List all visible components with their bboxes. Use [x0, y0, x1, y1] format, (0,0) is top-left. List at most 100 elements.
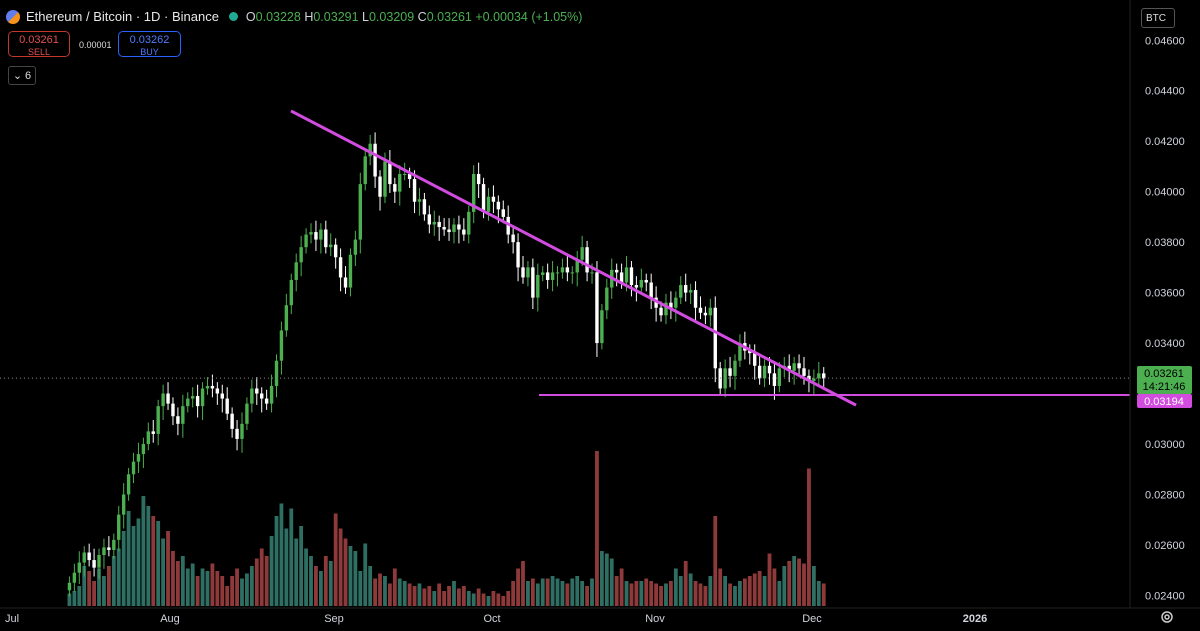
candle-body	[472, 174, 476, 212]
volume-bar	[314, 566, 318, 606]
volume-bar	[249, 566, 254, 606]
volume-bar	[348, 546, 353, 606]
buy-price: 0.03262	[129, 34, 170, 46]
candle-body	[467, 211, 471, 235]
volume-bar	[373, 578, 377, 606]
candle-body	[269, 385, 274, 404]
candle-body	[407, 174, 412, 180]
volume-bar	[146, 506, 151, 606]
candle-body	[294, 262, 298, 280]
currency-selector[interactable]: BTC	[1141, 8, 1175, 28]
volume-bar	[151, 516, 156, 606]
candle-body	[713, 307, 717, 369]
candle-body	[151, 431, 155, 434]
y-tick-label: 0.04200	[1145, 136, 1185, 148]
candle-body	[260, 393, 264, 399]
candle-body	[619, 272, 624, 283]
volume-bar	[333, 513, 338, 606]
candle-body	[417, 199, 422, 202]
volume-bar	[570, 578, 575, 606]
candle-body	[432, 221, 436, 225]
volume-bar	[624, 581, 629, 606]
volume-bar	[629, 583, 634, 606]
volume-bar	[609, 558, 614, 606]
volume-bar	[565, 583, 570, 606]
candle-body	[383, 161, 387, 197]
candle-body	[738, 343, 742, 361]
sell-button[interactable]: 0.03261 SELL	[8, 31, 70, 57]
volume-bar	[452, 581, 456, 606]
x-tick-label: Dec	[802, 613, 822, 625]
x-tick-label: Nov	[645, 613, 665, 625]
candle-body	[333, 244, 338, 258]
candle-body	[215, 388, 220, 394]
buy-button[interactable]: 0.03262 BUY	[118, 31, 181, 57]
volume-bar	[318, 571, 323, 606]
candle-body	[545, 272, 550, 280]
volume-bar	[106, 566, 111, 606]
volume-bar	[417, 583, 422, 606]
candle-body	[674, 297, 678, 308]
volume-bar	[269, 536, 274, 606]
volume-bar	[392, 568, 397, 606]
indicators-toggle[interactable]: ⌄ 6	[8, 66, 36, 85]
volume-bar	[614, 576, 619, 606]
y-tick-label: 0.02600	[1145, 540, 1185, 552]
candle-body	[580, 247, 584, 260]
volume-bar	[92, 581, 96, 606]
volume-bar	[530, 578, 535, 606]
volume-bar	[72, 591, 77, 606]
candle-body	[324, 229, 328, 248]
candle-body	[792, 363, 796, 371]
candle-body	[496, 201, 501, 210]
volume-bar	[185, 568, 190, 606]
volume-bar	[220, 576, 225, 606]
volume-bar	[461, 586, 466, 606]
volume-bar	[466, 591, 471, 606]
candle-body	[516, 242, 520, 268]
candle-body	[314, 232, 318, 240]
candle-body	[629, 267, 634, 286]
candle-body	[511, 234, 515, 243]
volume-bar	[683, 561, 688, 606]
candle-body	[560, 267, 565, 273]
candle-body	[72, 572, 77, 583]
candle-body	[644, 279, 648, 283]
volume-bar	[733, 586, 737, 606]
volume-bar	[511, 581, 516, 606]
volume-bar	[457, 588, 461, 606]
volume-bar	[407, 583, 412, 606]
volume-bar	[195, 576, 200, 606]
volume-bar	[422, 588, 427, 606]
last-price-label: 0.03261 14:21:46	[1137, 366, 1192, 394]
volume-bar	[496, 593, 501, 606]
volume-bar	[215, 571, 220, 606]
sell-label: SELL	[27, 47, 51, 57]
candle-body	[634, 285, 639, 288]
candle-body	[279, 330, 284, 361]
volume-bar	[555, 578, 560, 606]
candle-body	[225, 398, 229, 414]
candle-body	[77, 562, 81, 573]
candle-body	[757, 365, 762, 379]
gear-icon[interactable]	[1160, 610, 1174, 624]
volume-bar	[678, 576, 683, 606]
volume-bar	[259, 548, 264, 606]
candle-body	[304, 234, 308, 248]
volume-bar	[383, 576, 387, 606]
candle-body	[688, 290, 693, 293]
symbol-header: Ethereum / Bitcoin · 1D · Binance O0.032…	[6, 9, 582, 24]
candle-body	[728, 368, 732, 376]
volume-bar	[245, 573, 249, 606]
candle-body	[437, 221, 441, 227]
ohlc-values: O0.03228 H0.03291 L0.03209 C0.03261 +0.0…	[245, 9, 583, 24]
volume-bar	[309, 556, 313, 606]
volume-bar	[442, 591, 447, 606]
candle-body	[102, 547, 106, 556]
volume-bar	[111, 556, 116, 606]
symbol-title[interactable]: Ethereum / Bitcoin · 1D · Binance	[26, 9, 219, 24]
volume-bar	[728, 583, 732, 606]
volume-bar	[802, 563, 806, 606]
candle-body	[565, 267, 570, 273]
